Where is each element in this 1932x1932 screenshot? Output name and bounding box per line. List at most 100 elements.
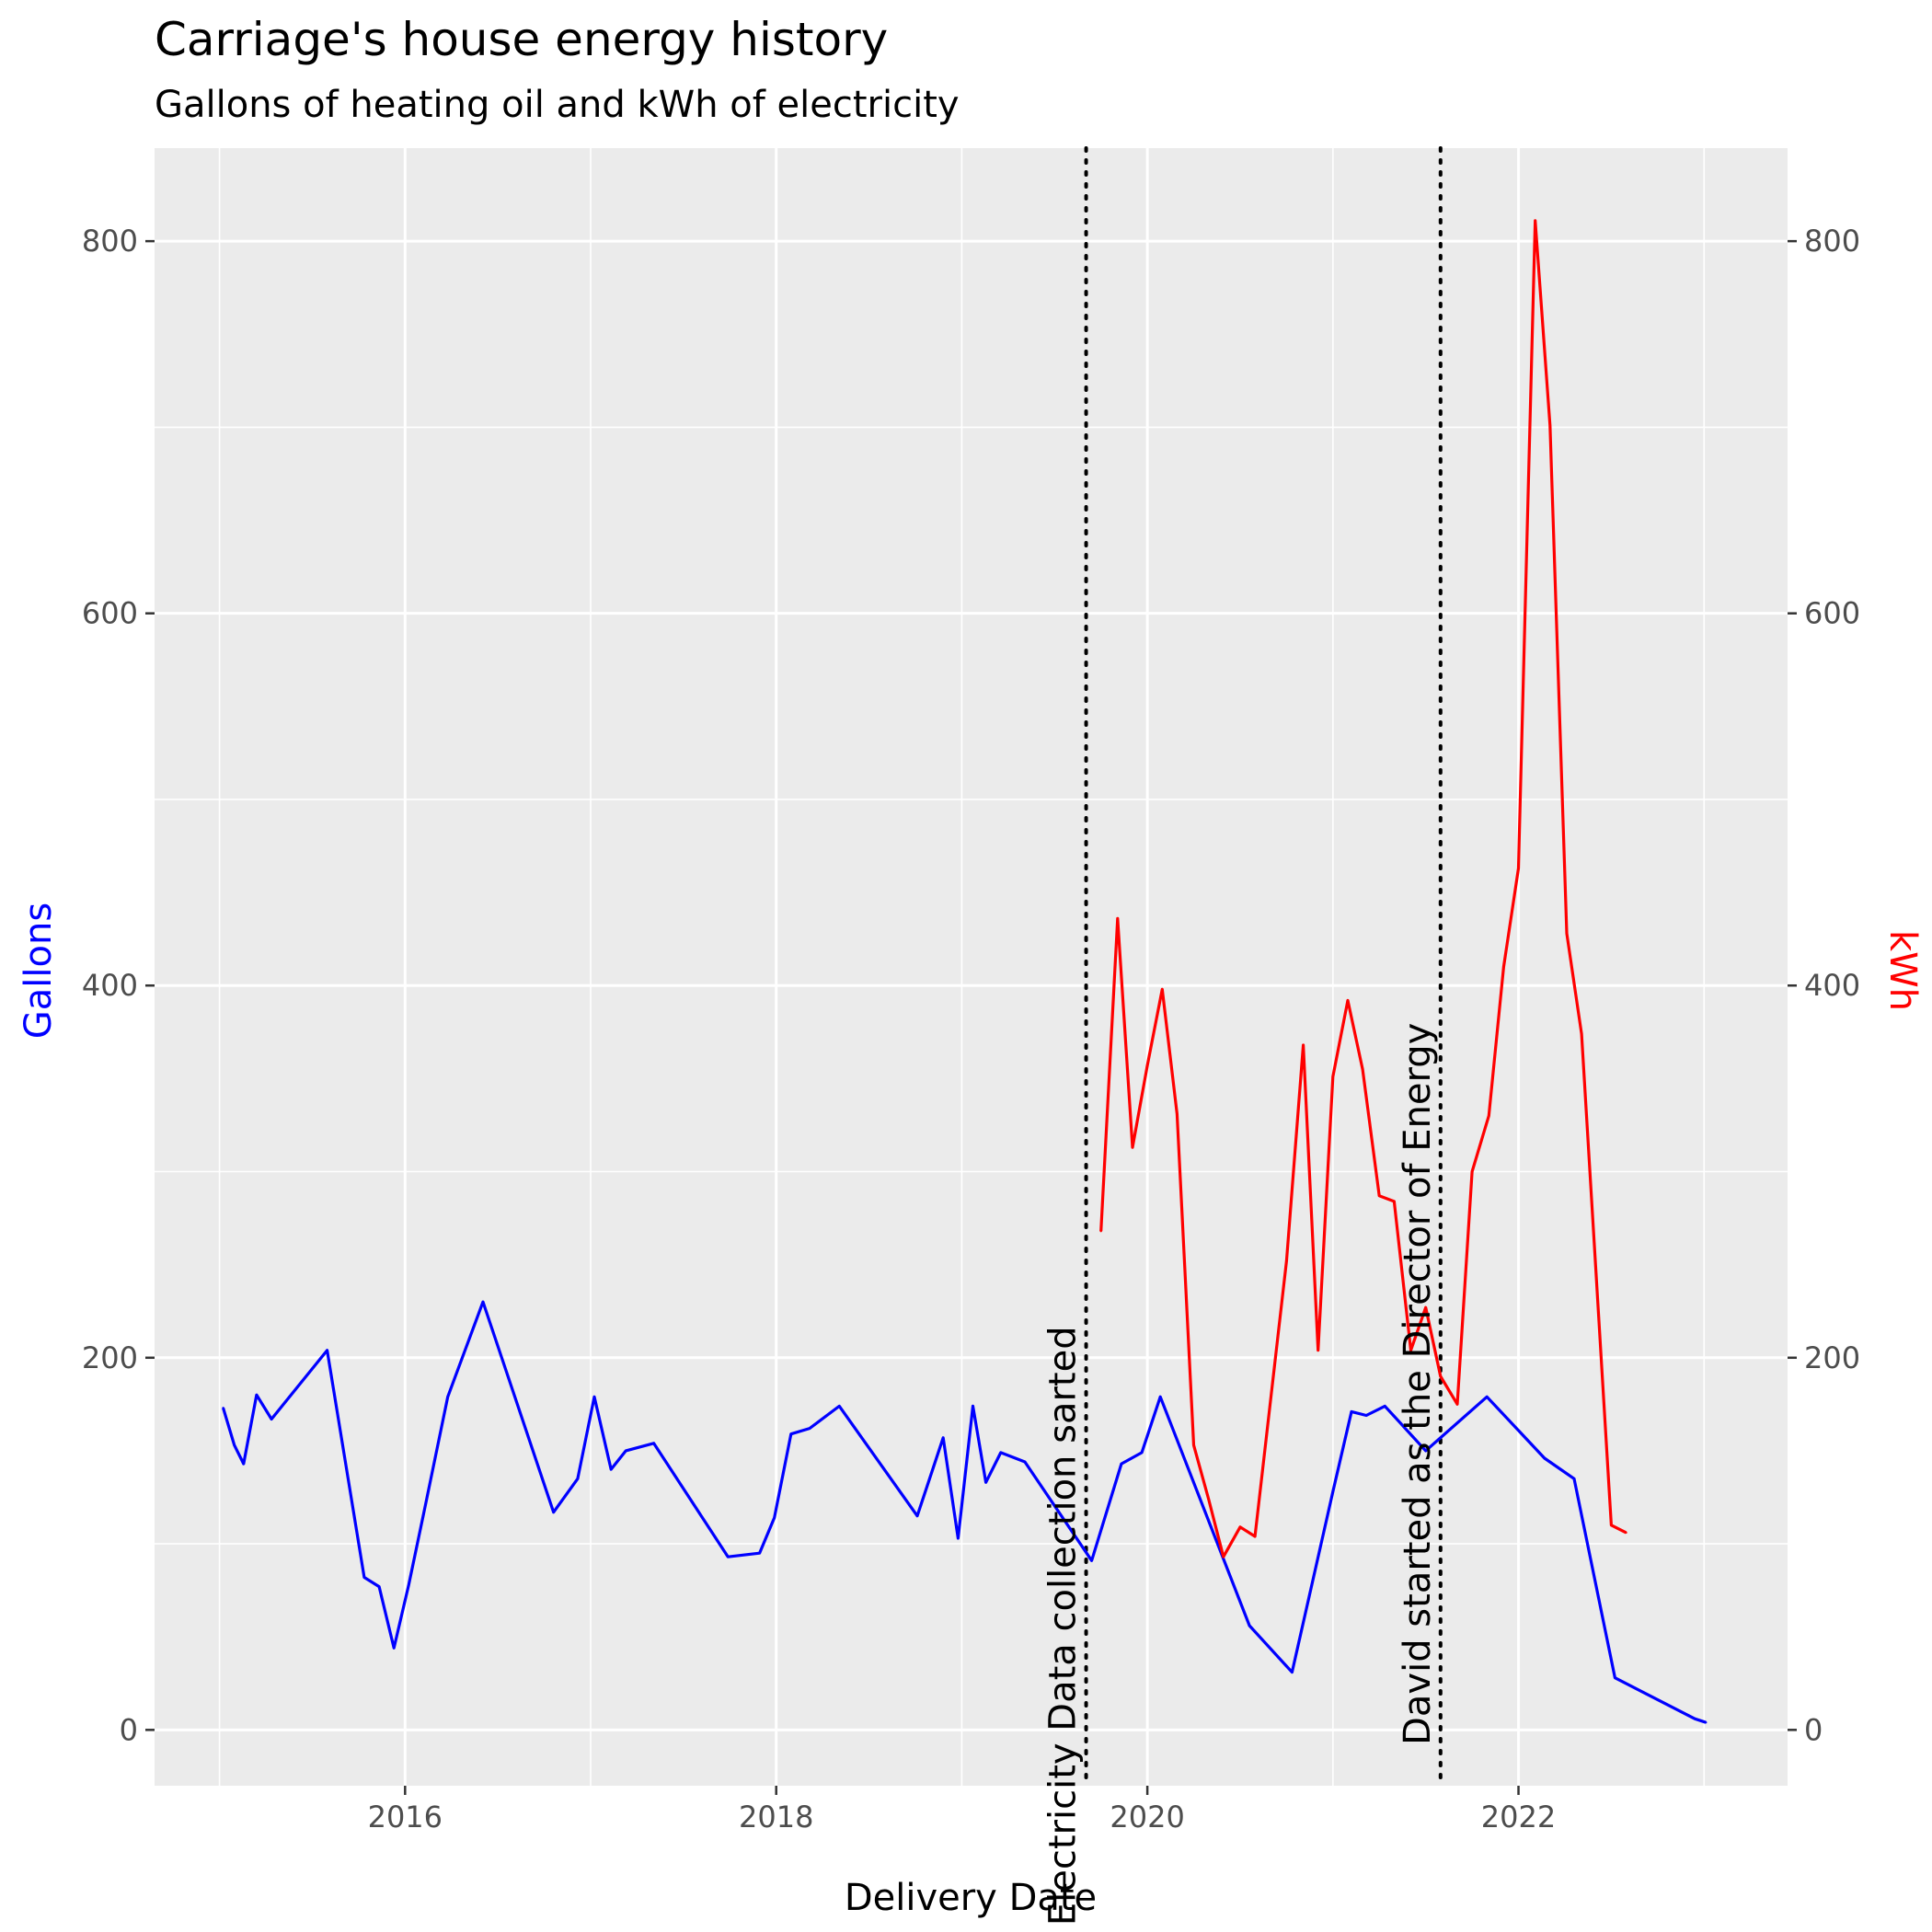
data-point-gallons: [1331, 1490, 1335, 1493]
plot-panel: [155, 148, 1788, 1786]
data-point-kwh: [1176, 1112, 1179, 1115]
data-point-gallons: [957, 1536, 960, 1540]
data-point-gallons: [972, 1405, 974, 1408]
data-point-gallons: [1120, 1462, 1123, 1466]
data-point-gallons: [999, 1451, 1002, 1455]
data-point-gallons: [1364, 1414, 1368, 1417]
data-point-gallons: [1291, 1671, 1294, 1673]
data-point-kwh: [1502, 965, 1505, 969]
data-point-gallons: [446, 1396, 449, 1398]
data-point-gallons: [942, 1436, 945, 1439]
y-axis-right: 0 200 400 600 800: [1788, 224, 1860, 1747]
data-point-kwh: [1361, 1068, 1364, 1071]
data-point-kwh: [1192, 1443, 1195, 1447]
data-point-gallons: [392, 1647, 396, 1650]
data-point-kwh: [1346, 999, 1350, 1002]
data-point-gallons: [758, 1551, 761, 1555]
y-tick-label-right: 200: [1804, 1340, 1860, 1375]
data-point-kwh: [1470, 1170, 1474, 1173]
data-point-kwh: [1302, 1043, 1305, 1047]
data-point-gallons: [242, 1462, 246, 1466]
data-point-gallons: [1159, 1396, 1162, 1398]
data-point-gallons: [326, 1349, 328, 1351]
data-point-gallons: [1248, 1624, 1251, 1627]
data-point-kwh: [1625, 1531, 1627, 1535]
y-axis-left-label: Gallons: [17, 903, 60, 1039]
data-point-gallons: [808, 1427, 811, 1430]
data-point-gallons: [1023, 1460, 1027, 1464]
y-tick-label-right: 400: [1804, 968, 1860, 1003]
data-point-kwh: [1610, 1524, 1613, 1527]
data-point-gallons: [255, 1394, 259, 1397]
data-point-gallons: [408, 1583, 410, 1586]
data-point-gallons: [789, 1432, 793, 1435]
y-tick-label-left: 600: [82, 596, 138, 631]
data-point-gallons: [1693, 1717, 1696, 1720]
grid-minor: [155, 148, 1788, 1786]
data-point-kwh: [1222, 1556, 1225, 1558]
data-point-kwh: [1131, 1146, 1134, 1149]
data-point-kwh: [1424, 1305, 1427, 1309]
y-tick-label-right: 800: [1804, 224, 1860, 259]
data-point-kwh: [1488, 1114, 1490, 1118]
annotation-lines: [1084, 146, 1443, 1788]
data-point-kwh: [1116, 917, 1120, 920]
data-point-kwh: [1439, 1374, 1443, 1378]
data-point-kwh: [1331, 1075, 1335, 1078]
data-point-kwh: [1207, 1498, 1210, 1501]
data-point-kwh: [1161, 988, 1164, 991]
data-point-kwh: [1517, 867, 1520, 869]
data-point-gallons: [838, 1405, 841, 1408]
data-point-gallons: [1486, 1396, 1489, 1398]
data-point-kwh: [1238, 1525, 1242, 1529]
x-tick-label: 2020: [1110, 1800, 1184, 1834]
data-point-gallons: [609, 1467, 613, 1471]
x-tick-label: 2022: [1481, 1800, 1556, 1834]
data-point-gallons: [625, 1449, 627, 1453]
data-point-kwh: [1378, 1194, 1381, 1197]
annotation-label: David started as the Director of Energy: [1397, 1023, 1439, 1745]
y-tick-label-right: 0: [1804, 1712, 1823, 1747]
y-tick-label-left: 800: [82, 224, 138, 259]
annotation-labels: Electricity Data collection sarted David …: [1042, 1023, 1439, 1926]
data-point-gallons: [1350, 1410, 1353, 1413]
data-point-kwh: [1285, 1259, 1288, 1262]
x-axis: 2016 2018 2020 2022: [368, 1786, 1556, 1834]
y-axis-right-label: kWh: [1881, 930, 1924, 1011]
data-point-gallons: [576, 1478, 580, 1480]
data-point-gallons: [424, 1503, 427, 1506]
data-point-kwh: [1393, 1200, 1396, 1203]
y-tick-label-left: 400: [82, 968, 138, 1003]
x-tick-label: 2018: [739, 1800, 813, 1834]
data-point-gallons: [652, 1442, 655, 1445]
x-tick-label: 2016: [368, 1800, 443, 1834]
x-axis-label: Delivery Date: [845, 1877, 1097, 1919]
data-point-gallons: [1614, 1676, 1616, 1679]
y-tick-label-right: 600: [1804, 596, 1860, 631]
data-point-gallons: [1424, 1449, 1427, 1453]
series-layer: [222, 219, 1708, 1724]
data-point-gallons: [1140, 1451, 1144, 1455]
data-point-gallons: [222, 1407, 224, 1409]
data-point-kwh: [1099, 1230, 1102, 1233]
data-point-gallons: [915, 1514, 919, 1517]
data-point-gallons: [362, 1576, 366, 1579]
data-point-kwh: [1580, 1032, 1583, 1036]
data-point-gallons: [1543, 1456, 1546, 1460]
data-point-gallons: [481, 1300, 485, 1304]
chart-title: Carriage's house energy history: [155, 13, 888, 66]
data-point-gallons: [270, 1418, 273, 1420]
y-tick-label-left: 200: [82, 1340, 138, 1375]
data-point-gallons: [727, 1556, 730, 1558]
data-point-gallons: [1705, 1721, 1708, 1724]
data-point-kwh: [1455, 1403, 1459, 1406]
data-point-gallons: [552, 1511, 555, 1513]
data-point-gallons: [592, 1396, 596, 1398]
data-point-kwh: [1145, 1064, 1149, 1067]
data-point-kwh: [1253, 1535, 1257, 1538]
chart-subtitle: Gallons of heating oil and kWh of electr…: [155, 84, 960, 126]
data-point-gallons: [984, 1481, 987, 1484]
data-point-kwh: [1565, 932, 1569, 935]
data-point-kwh: [1534, 219, 1536, 223]
